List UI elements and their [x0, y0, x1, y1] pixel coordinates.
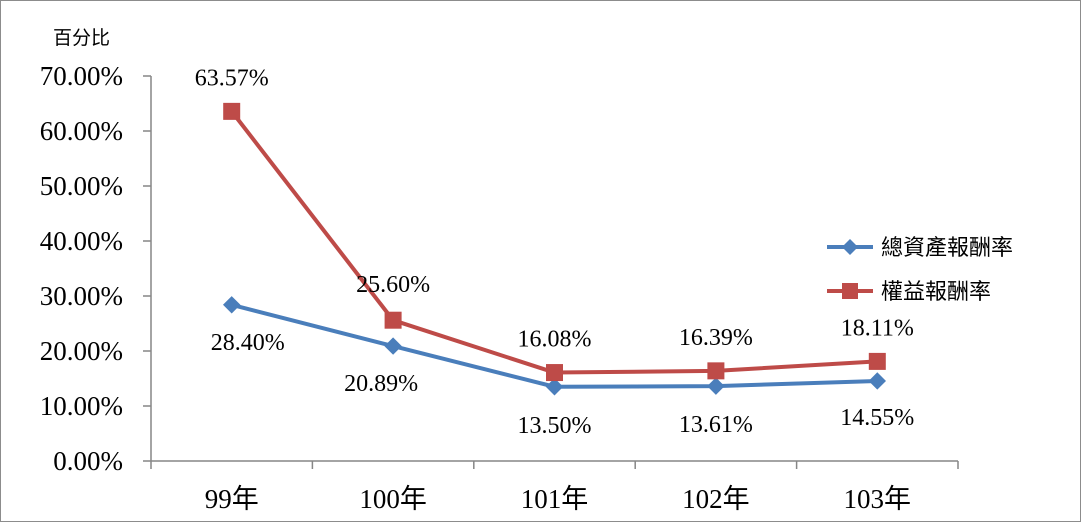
y-tick-label: 60.00%: [40, 116, 123, 146]
data-label: 25.60%: [356, 272, 430, 298]
data-point-square: [384, 311, 402, 329]
y-tick-label: 10.00%: [40, 391, 123, 421]
data-label: 16.39%: [679, 325, 753, 351]
y-tick-label: 20.00%: [40, 336, 123, 366]
axes: 0.00% 10.00% 20.00% 30.00% 40.00% 50.00% 60.00…: [40, 61, 959, 514]
x-tick-label: 101年: [521, 484, 589, 514]
x-tick-label: 99年: [205, 484, 259, 514]
data-label: 18.11%: [841, 315, 914, 341]
x-tick-label: 102年: [682, 484, 750, 514]
x-tick-label: 103年: [844, 484, 912, 514]
data-point-square: [223, 102, 241, 120]
data-label: 63.57%: [195, 65, 269, 91]
y-tick-label: 40.00%: [40, 226, 123, 256]
data-label: 28.40%: [211, 330, 285, 356]
data-point-square: [868, 352, 886, 370]
legend-marker-square: [842, 283, 858, 299]
data-point-square: [546, 364, 563, 382]
data-label: 14.55%: [840, 405, 914, 431]
data-label: 16.08%: [518, 327, 592, 353]
legend-item: 總資產報酬率: [827, 236, 1013, 261]
data-label: 13.50%: [518, 413, 592, 439]
x-tick-label: 100年: [359, 484, 427, 514]
y-tick-label: 50.00%: [40, 171, 123, 201]
series-2: [223, 102, 886, 382]
legend-label: 權益報酬率: [881, 280, 991, 305]
series-layer: [222, 102, 887, 396]
data-label: 13.61%: [679, 412, 753, 438]
data-label: 20.89%: [344, 371, 418, 397]
data-point-diamond: [868, 372, 887, 390]
y-axis-title: 百分比: [53, 27, 110, 49]
legend-marker-diamond: [842, 239, 858, 255]
legend-label: 總資產報酬率: [881, 236, 1013, 261]
series-1: [222, 296, 887, 396]
data-point-diamond: [545, 378, 564, 396]
data-point-diamond: [707, 377, 725, 395]
y-tick-label: 30.00%: [40, 281, 123, 311]
data-point-diamond: [222, 296, 241, 314]
y-tick-label: 0.00%: [53, 446, 123, 476]
data-point-diamond: [384, 337, 402, 355]
data-point-square: [707, 362, 725, 380]
y-tick-label: 70.00%: [40, 61, 123, 91]
legend-item: 權益報酬率: [827, 280, 991, 305]
data-labels: 28.40% 20.89% 13.50% 13.61% 14.55% 63.57% 25.6…: [195, 65, 915, 438]
